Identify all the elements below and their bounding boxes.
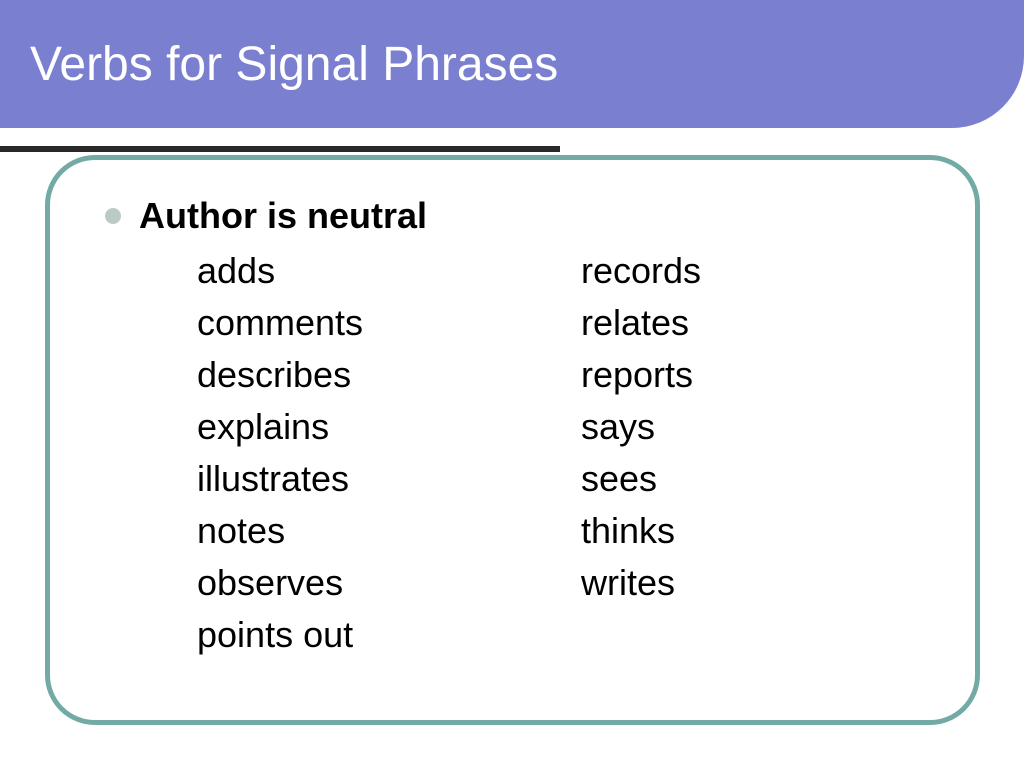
title-underline xyxy=(0,146,560,152)
verb-item: says xyxy=(581,401,701,453)
bullet-icon xyxy=(105,208,121,224)
left-column: adds comments describes explains illustr… xyxy=(197,245,581,661)
verb-item: describes xyxy=(197,349,581,401)
verb-item: reports xyxy=(581,349,701,401)
verb-item: observes xyxy=(197,557,581,609)
verb-item: illustrates xyxy=(197,453,581,505)
heading-row: Author is neutral xyxy=(105,195,935,237)
verb-item: points out xyxy=(197,609,581,661)
title-bar: Verbs for Signal Phrases xyxy=(0,0,1024,128)
verb-item: adds xyxy=(197,245,581,297)
verb-item: comments xyxy=(197,297,581,349)
content-box: Author is neutral adds comments describe… xyxy=(45,155,980,725)
verb-item: relates xyxy=(581,297,701,349)
slide-title: Verbs for Signal Phrases xyxy=(30,37,558,92)
verb-columns: adds comments describes explains illustr… xyxy=(105,243,935,661)
verb-item: notes xyxy=(197,505,581,557)
verb-item: records xyxy=(581,245,701,297)
content-heading: Author is neutral xyxy=(139,195,427,237)
verb-item: thinks xyxy=(581,505,701,557)
verb-item: explains xyxy=(197,401,581,453)
right-column: records relates reports says sees thinks… xyxy=(581,245,701,661)
verb-item: writes xyxy=(581,557,701,609)
verb-item: sees xyxy=(581,453,701,505)
